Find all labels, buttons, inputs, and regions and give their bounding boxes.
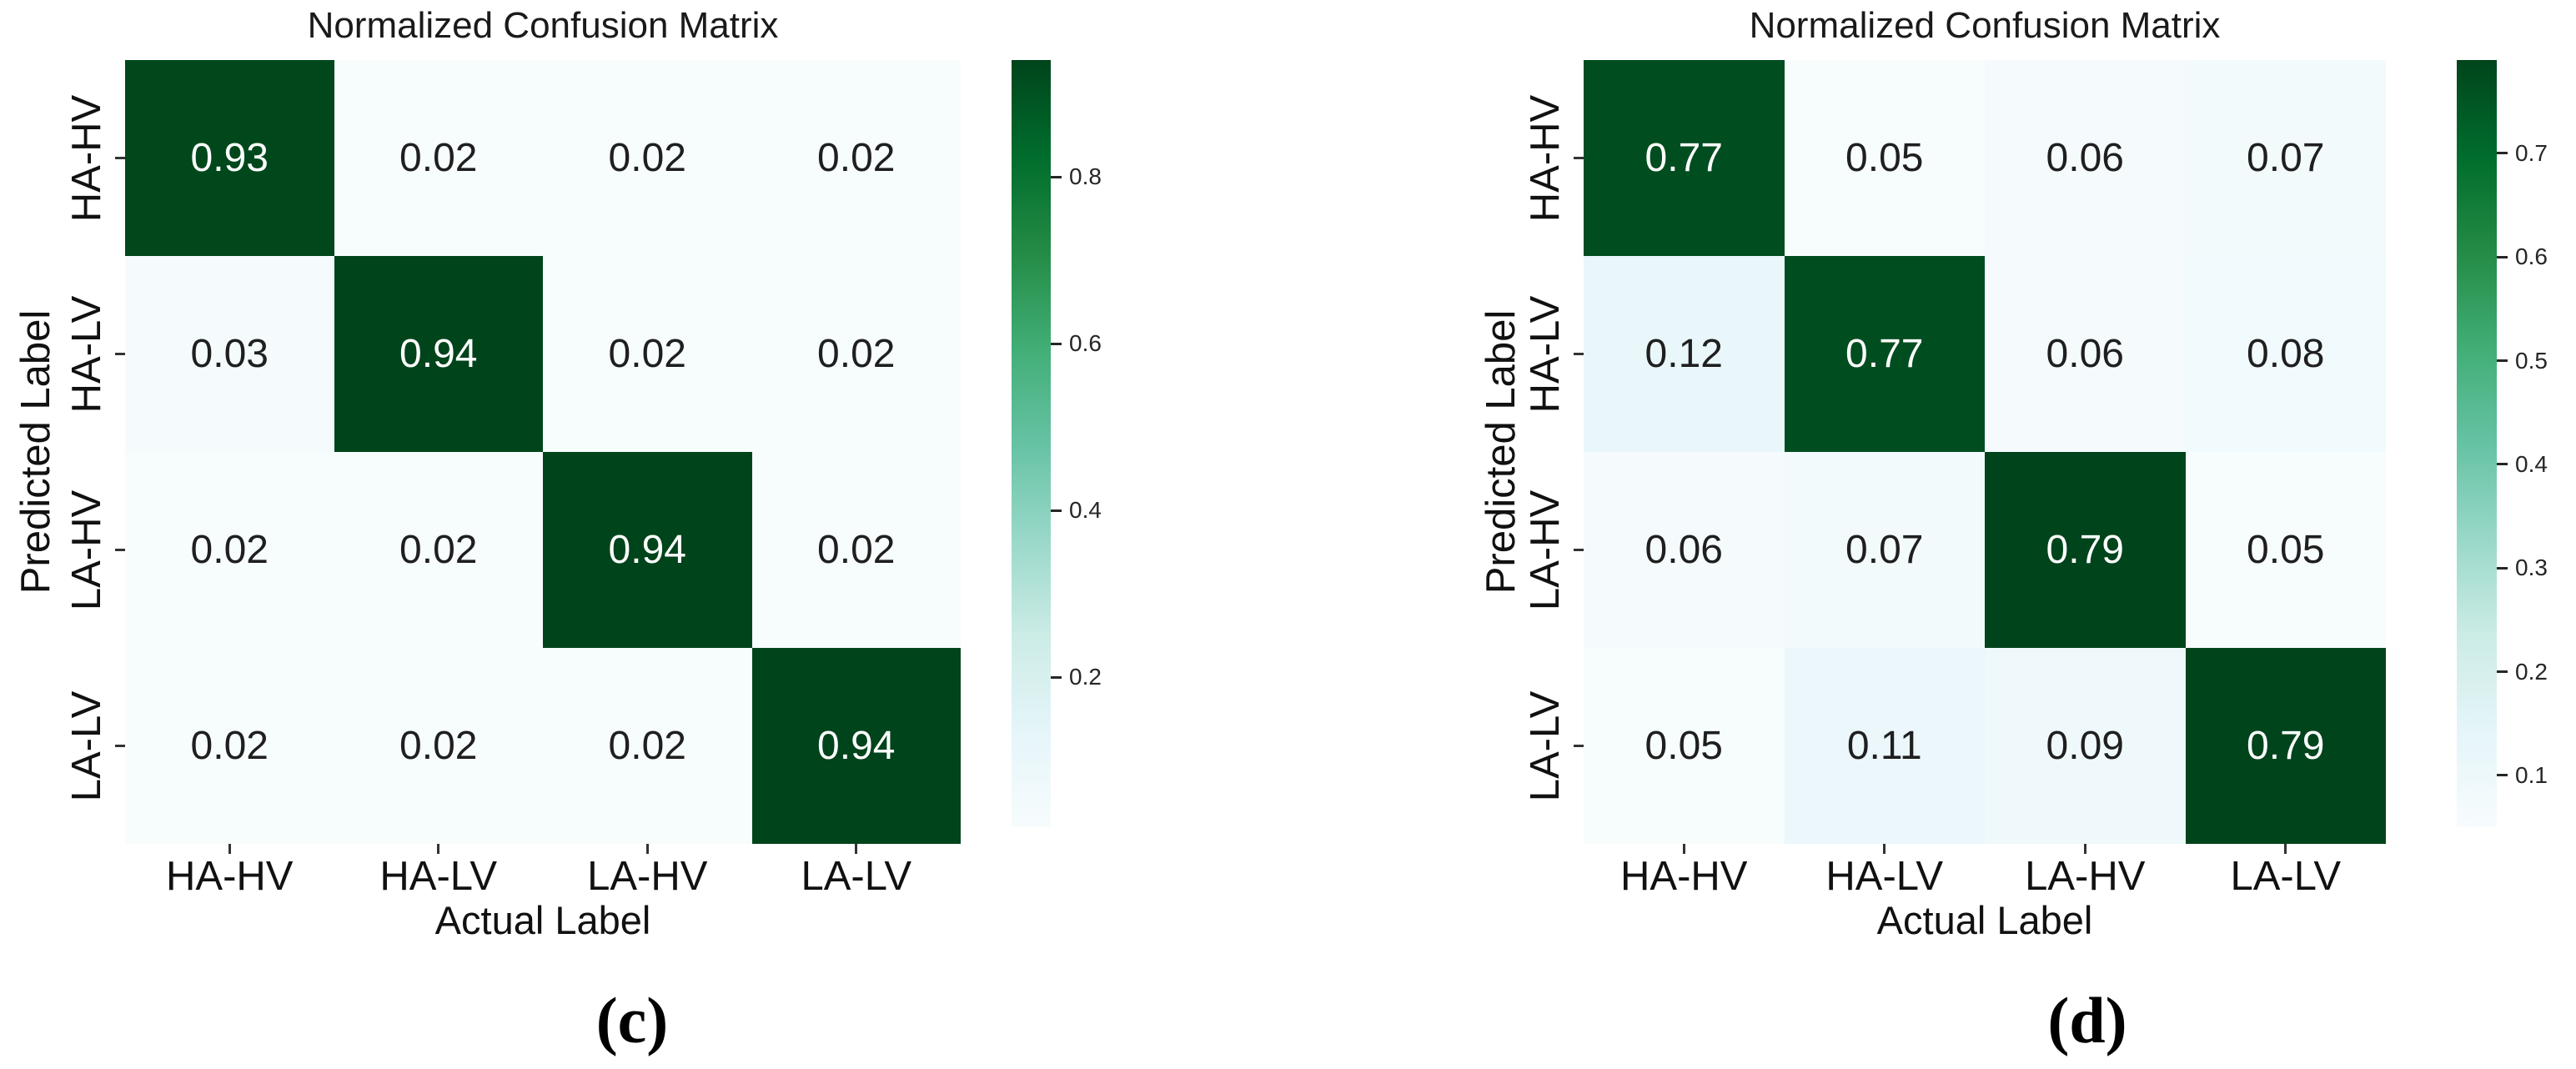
heatmap-cell: 0.05 (1584, 648, 1785, 844)
heatmap-cell: 0.02 (543, 648, 752, 844)
heatmap-grid: 0.93 0.02 0.02 0.02 0.03 0.94 0.02 0.02 0.02 0.02… (125, 60, 961, 844)
row-tick-label: HA-HV (1523, 94, 1568, 222)
colorbar-tick-mark (1051, 675, 1062, 679)
chart-title: Normalized Confusion Matrix (1749, 5, 2221, 46)
heatmap-cell: 0.07 (2185, 60, 2386, 256)
colorbar-tick-mark (2497, 255, 2508, 258)
row-tick-label: LA-LV (1523, 690, 1568, 801)
heatmap-cell: 0.08 (2185, 256, 2386, 452)
colorbar-tick-mark (1051, 509, 1062, 512)
y-axis-label: Predicted Label (1479, 309, 1524, 595)
colorbar-tick-mark (2497, 463, 2508, 466)
heatmap-cell: 0.94 (543, 452, 752, 648)
chart-title: Normalized Confusion Matrix (307, 5, 779, 46)
heatmap-cell: 0.06 (1985, 256, 2186, 452)
colorbar-tick-label: 0.3 (2515, 555, 2548, 581)
heatmap-cell: 0.02 (125, 452, 334, 648)
colorbar-tick-label: 0.2 (1069, 664, 1102, 690)
y-axis-label: Predicted Label (13, 309, 58, 595)
colorbar-tick-label: 0.4 (2515, 450, 2548, 477)
x-axis-label: Actual Label (434, 898, 651, 942)
heatmap-cell: 0.94 (751, 648, 961, 844)
colorbar-tick-label: 0.5 (2515, 347, 2548, 374)
colorbar-tick-label: 0.1 (2515, 761, 2548, 788)
col-tick-label: HA-LV (379, 854, 498, 899)
y-tick-mark (115, 353, 125, 355)
x-tick-mark (228, 844, 231, 854)
y-tick-mark (115, 157, 125, 159)
x-tick-mark (437, 844, 440, 854)
colorbar-tick-mark (2497, 566, 2508, 570)
x-tick-mark (2083, 844, 2086, 854)
y-tick-mark (115, 549, 125, 551)
heatmap-cell: 0.93 (125, 60, 334, 256)
x-tick-mark (855, 844, 858, 854)
heatmap-cell: 0.06 (1584, 452, 1785, 648)
heatmap-cell: 0.06 (1985, 60, 2186, 256)
colorbar-tick-mark (2497, 670, 2508, 673)
heatmap-cell: 0.02 (751, 60, 961, 256)
colorbar-tick-label: 0.4 (1069, 497, 1102, 523)
y-tick-mark (1574, 353, 1584, 355)
heatmap-cell: 0.02 (751, 452, 961, 648)
col-tick-label: HA-HV (166, 854, 294, 899)
row-tick-label: HA-LV (1523, 295, 1568, 413)
y-tick-mark (1574, 549, 1584, 551)
row-tick-label: HA-HV (64, 94, 109, 222)
col-tick-label: LA-HV (2025, 854, 2146, 899)
col-tick-label: LA-HV (587, 854, 708, 899)
heatmap-cell: 0.02 (751, 256, 961, 452)
colorbar-tick-mark (2497, 774, 2508, 777)
row-tick-label: LA-HV (1523, 489, 1568, 610)
row-tick-label: LA-LV (64, 690, 109, 801)
heatmap-cell: 0.02 (125, 648, 334, 844)
y-tick-mark (1574, 745, 1584, 747)
colorbar (1012, 60, 1051, 827)
heatmap-cell: 0.79 (1985, 452, 2186, 648)
subfigure-caption-d: (d) (2047, 984, 2127, 1056)
colorbar-tick-label: 0.8 (1069, 163, 1102, 189)
col-tick-label: HA-HV (1620, 854, 1748, 899)
heatmap-cell: 0.02 (543, 256, 752, 452)
heatmap-cell: 0.12 (1584, 256, 1785, 452)
x-axis-label: Actual Label (1876, 898, 2093, 942)
heatmap-cell: 0.94 (334, 256, 543, 452)
colorbar-tick-mark (1051, 342, 1062, 345)
x-tick-mark (2284, 844, 2287, 854)
heatmap-cell: 0.77 (1584, 60, 1785, 256)
y-tick-mark (1574, 157, 1584, 159)
colorbar (2457, 60, 2497, 827)
subfigure-caption-c: (c) (595, 984, 669, 1056)
heatmap-grid: 0.77 0.05 0.06 0.07 0.12 0.77 0.06 0.08 0.06 0.07… (1584, 60, 2386, 844)
row-tick-label: LA-HV (64, 489, 109, 610)
col-tick-label: LA-LV (2230, 854, 2342, 899)
heatmap-cell: 0.77 (1784, 256, 1985, 452)
x-tick-mark (645, 844, 649, 854)
heatmap-cell: 0.09 (1985, 648, 2186, 844)
heatmap-cell: 0.79 (2185, 648, 2386, 844)
x-tick-mark (1682, 844, 1685, 854)
heatmap-cell: 0.02 (543, 60, 752, 256)
heatmap-cell: 0.02 (334, 648, 543, 844)
x-tick-mark (1883, 844, 1886, 854)
col-tick-label: LA-LV (801, 854, 912, 899)
heatmap-cell: 0.05 (2185, 452, 2386, 648)
heatmap-cell: 0.11 (1784, 648, 1985, 844)
colorbar-tick-mark (2497, 152, 2508, 155)
colorbar-tick-label: 0.6 (2515, 243, 2548, 270)
row-tick-label: HA-LV (64, 295, 109, 413)
heatmap-cell: 0.02 (334, 60, 543, 256)
colorbar-tick-mark (2497, 359, 2508, 363)
heatmap-cell: 0.02 (334, 452, 543, 648)
heatmap-cell: 0.03 (125, 256, 334, 452)
y-tick-mark (115, 745, 125, 747)
heatmap-cell: 0.07 (1784, 452, 1985, 648)
colorbar-tick-mark (1051, 175, 1062, 178)
colorbar-tick-label: 0.6 (1069, 330, 1102, 356)
col-tick-label: HA-LV (1825, 854, 1944, 899)
colorbar-tick-label: 0.2 (2515, 658, 2548, 685)
colorbar-tick-label: 0.7 (2515, 139, 2548, 166)
heatmap-cell: 0.05 (1784, 60, 1985, 256)
